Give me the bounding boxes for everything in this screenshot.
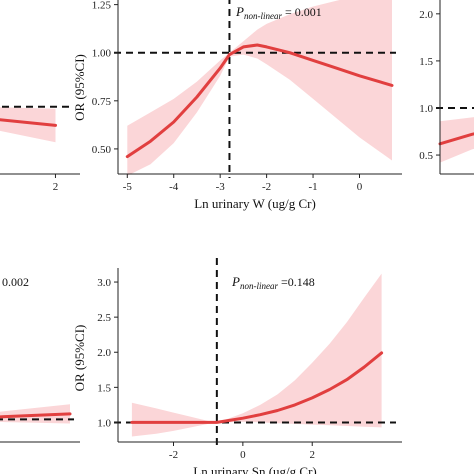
series-line [438, 132, 474, 146]
y-tick-label: 1.0 [97, 417, 111, 429]
ci-band [131, 273, 382, 437]
x-axis-title: Ln urinary W (ug/g Cr) [194, 196, 316, 211]
panel-bottom-left-partial: 0.002 [0, 275, 80, 443]
series-line [125, 43, 394, 159]
x-tick-label: -5 [123, 181, 133, 193]
p-value-annotation: Pnon-linear = 0.001 [235, 4, 322, 21]
y-tick-label: 0.5 [419, 150, 433, 162]
p-letter: P [235, 4, 244, 19]
y-tick-label: 1.5 [97, 382, 111, 394]
x-tick-label: 0 [240, 449, 246, 461]
p-value-annotation: Pnon-linear =0.148 [231, 274, 315, 291]
y-tick-label: 3.0 [97, 277, 111, 289]
panel-top-middle: -5 -4 -3 -2 -1 0 0.50 0.75 1.00 1.25 Ln urinary W … [72, 0, 402, 211]
y-tick-label: 1.0 [419, 103, 433, 115]
x-tick-label: -3 [216, 181, 226, 193]
y-axis-title: OR (95%CI) [72, 54, 87, 121]
ci-band [0, 107, 56, 143]
p-subscript: non-linear [244, 11, 282, 21]
ci-band [127, 0, 392, 176]
y-axis-title: OR (95%CI) [72, 325, 87, 392]
p-value: =0.148 [278, 275, 315, 289]
y-tick-label: 1.25 [92, 0, 112, 12]
series-line [0, 118, 57, 127]
ci-band [440, 117, 474, 163]
y-tick-label: 2.0 [97, 347, 111, 359]
x-tick-label: -4 [169, 181, 179, 193]
y-tick-label: 1.5 [419, 56, 433, 68]
x-tick-label: -1 [308, 181, 317, 193]
y-tick-label: 0.75 [92, 96, 112, 108]
x-axis-title: Ln urinary Sn (ug/g Cr) [193, 464, 316, 474]
series-line [0, 412, 72, 419]
x-tick-label: 2 [309, 449, 315, 461]
y-tick-label: 1.00 [92, 48, 112, 60]
x-tick-label: -2 [169, 449, 178, 461]
x-tick-label: 2 [53, 181, 59, 193]
p-subscript: non-linear [240, 281, 278, 291]
p-letter: P [231, 274, 240, 289]
panel-top-left-partial: 12 [0, 105, 80, 193]
series-line [130, 351, 384, 424]
x-tick-label: 0 [357, 181, 363, 193]
ci-band [0, 404, 70, 424]
panel-bottom-middle: -2 0 2 1.0 1.5 2.0 2.5 3.0 Ln urinary Sn (ug/g C… [72, 258, 402, 474]
y-tick-label: 2.0 [419, 9, 433, 21]
y-tick-label: 2.5 [97, 312, 111, 324]
p-value: = 0.001 [282, 5, 322, 19]
panel-top-right-partial: 0.5 1.0 1.5 2.0 [419, 0, 474, 175]
y-tick-label: 0.50 [92, 144, 112, 156]
p-value-annotation: 0.002 [2, 275, 29, 289]
x-tick-label: -2 [262, 181, 271, 193]
